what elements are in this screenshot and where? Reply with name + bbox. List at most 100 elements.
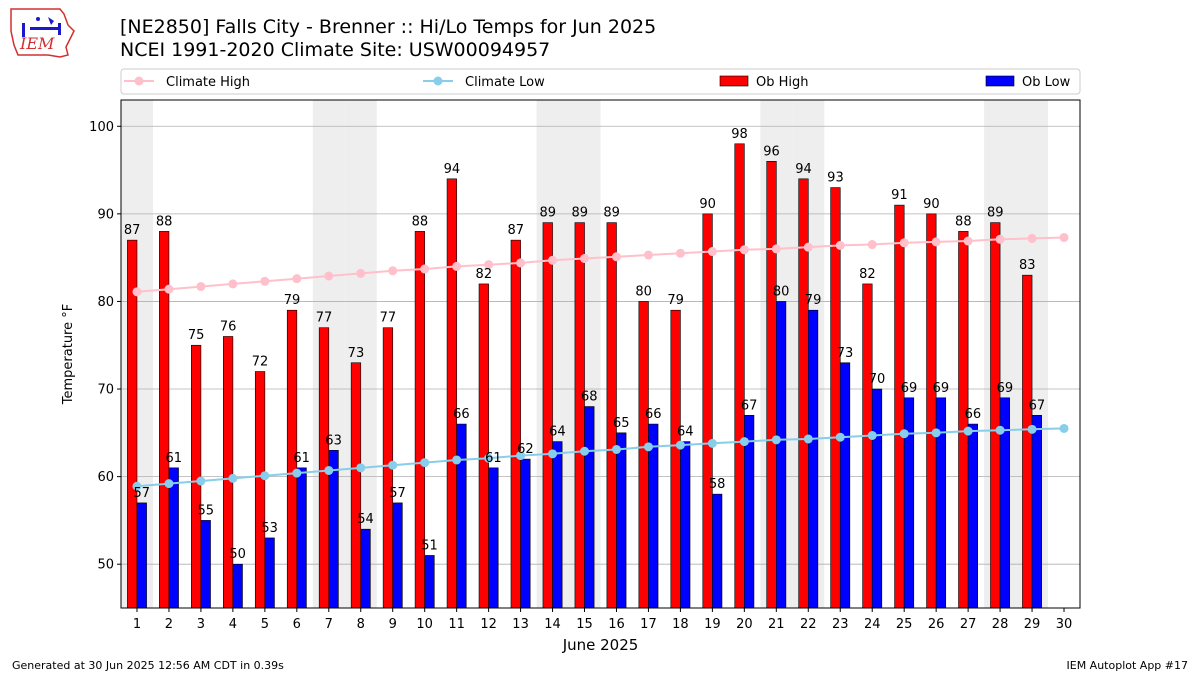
climate-high-point-day-21	[771, 244, 781, 254]
ob-high-bar-day-3	[191, 344, 202, 609]
chart-title-line1: [NE2850] Falls City - Brenner :: Hi/Lo T…	[120, 16, 657, 38]
ob-high-label-day-22: 94	[795, 162, 812, 177]
x-axis-label: June 2025	[562, 636, 639, 654]
climate-low-point-day-3	[196, 476, 206, 486]
climate-low-point-day-17	[643, 442, 653, 452]
climate-high-point-day-18	[675, 248, 685, 258]
climate-high-point-day-20	[739, 245, 749, 255]
climate-high-legend-marker	[134, 76, 144, 86]
ob-high-bar-day-19	[702, 213, 713, 609]
ob-high-label-day-19: 90	[699, 197, 716, 212]
ob-high-bar-day-20	[734, 143, 745, 609]
climate-low-point-day-18	[675, 440, 685, 450]
ob-low-label-day-8: 54	[357, 512, 374, 527]
x-tick-label-24: 24	[864, 617, 881, 632]
x-tick-label-17: 17	[640, 617, 657, 632]
ob-low-label-day-15: 68	[581, 390, 598, 405]
x-tick-label-30: 30	[1056, 617, 1073, 632]
x-tick-label-13: 13	[512, 617, 529, 632]
x-tick-label-22: 22	[800, 617, 817, 632]
x-tick-label-3: 3	[197, 617, 205, 632]
ob-high-label-day-17: 80	[635, 284, 652, 299]
climate-high-point-day-11	[452, 261, 462, 271]
x-tick-label-11: 11	[448, 617, 465, 632]
ob-low-label-day-9: 57	[389, 486, 406, 501]
ob-high-bar-day-11	[446, 178, 457, 609]
ob-high-bar-day-14	[542, 222, 553, 609]
ob-high-label-day-23: 93	[827, 171, 844, 186]
climate-high-point-day-28	[995, 234, 1005, 244]
climate-low-point-day-8	[356, 463, 366, 473]
climate-low-point-day-4	[228, 473, 238, 483]
climate-high-point-day-7	[324, 271, 334, 281]
ob-high-label-day-9: 77	[380, 311, 397, 326]
climate-low-point-day-30	[1059, 423, 1069, 433]
ob-high-label-day-24: 82	[859, 267, 876, 282]
ob-high-bar-day-17	[638, 301, 649, 609]
climate-high-point-day-17	[643, 250, 653, 260]
ob-high-label-day-12: 82	[476, 267, 493, 282]
climate-high-point-day-12	[484, 260, 494, 270]
ob-low-label-day-1: 57	[134, 486, 151, 501]
ob-low-bar-day-25	[903, 397, 915, 609]
ob-low-label-day-13: 62	[517, 442, 534, 457]
climate-low-point-day-24	[867, 430, 877, 440]
footer-generated: Generated at 30 Jun 2025 12:56 AM CDT in…	[12, 659, 284, 672]
x-tick-label-23: 23	[832, 617, 849, 632]
ob-low-label-day-18: 64	[677, 425, 694, 440]
ob-low-bar-day-21	[776, 301, 787, 609]
y-axis-label: Temperature °F	[61, 304, 76, 405]
ob-low-bar-day-11	[456, 423, 467, 609]
ob-high-bar-day-28	[990, 222, 1001, 609]
climate-low-point-day-5	[260, 471, 270, 481]
climate-high-point-day-8	[356, 268, 366, 278]
x-tick-label-5: 5	[261, 617, 269, 632]
ob-high-label-day-16: 89	[603, 206, 620, 221]
y-tick-label-70: 70	[97, 383, 114, 398]
climate-high-point-day-13	[516, 258, 526, 268]
climate-low-point-day-29	[1027, 424, 1037, 434]
climate-high-point-day-27	[963, 236, 973, 246]
x-tick-label-10: 10	[416, 617, 433, 632]
climate-low-point-day-21	[771, 435, 781, 445]
ob-low-legend-swatch	[985, 75, 1015, 87]
ob-high-bar-day-26	[926, 213, 937, 609]
ob-high-bar-day-13	[510, 239, 521, 609]
ob-low-bar-day-16	[616, 432, 627, 609]
y-tick-label-50: 50	[97, 558, 114, 573]
ob-low-label-day-12: 61	[485, 451, 502, 466]
ob-high-label-day-20: 98	[731, 127, 748, 142]
ob-high-bar-day-8	[350, 362, 362, 609]
ob-high-label-day-18: 79	[667, 293, 684, 308]
climate-low-point-day-27	[963, 426, 973, 436]
logo-text: IEM	[19, 34, 55, 53]
ob-high-label-day-28: 89	[987, 206, 1004, 221]
ob-high-label-day-15: 89	[571, 206, 588, 221]
chart-title-line2: NCEI 1991-2020 Climate Site: USW00094957	[120, 39, 551, 61]
ob-low-bar-day-4	[232, 563, 243, 609]
climate-high-line	[136, 236, 1065, 293]
ob-low-bar-day-22	[807, 309, 819, 609]
ob-low-bar-day-17	[648, 423, 659, 609]
ob-low-bar-day-3	[200, 520, 211, 609]
x-tick-label-15: 15	[576, 617, 593, 632]
ob-low-label-day-5: 53	[261, 521, 278, 536]
climate-high-point-day-22	[803, 242, 813, 252]
climate-high-point-day-25	[899, 238, 909, 248]
ob-low-bar-day-15	[584, 406, 595, 609]
x-tick-label-27: 27	[960, 617, 977, 632]
ob-low-label-day-17: 66	[645, 407, 662, 422]
ob-low-bar-day-10	[424, 555, 435, 609]
ob-low-label-day-6: 61	[293, 451, 310, 466]
ob-high-bar-day-23	[830, 187, 841, 609]
ob-high-bar-day-24	[862, 283, 873, 609]
ob-low-bar-day-5	[264, 537, 275, 609]
y-tick-label-60: 60	[97, 470, 114, 485]
ob-low-bar-day-19	[712, 493, 723, 609]
climate-high-point-day-6	[292, 274, 302, 284]
ob-low-label-day-10: 51	[421, 538, 438, 553]
ob-high-label-day-7: 77	[316, 311, 333, 326]
climate-low-legend-marker	[433, 76, 443, 86]
ob-low-label-day-11: 66	[453, 407, 470, 422]
